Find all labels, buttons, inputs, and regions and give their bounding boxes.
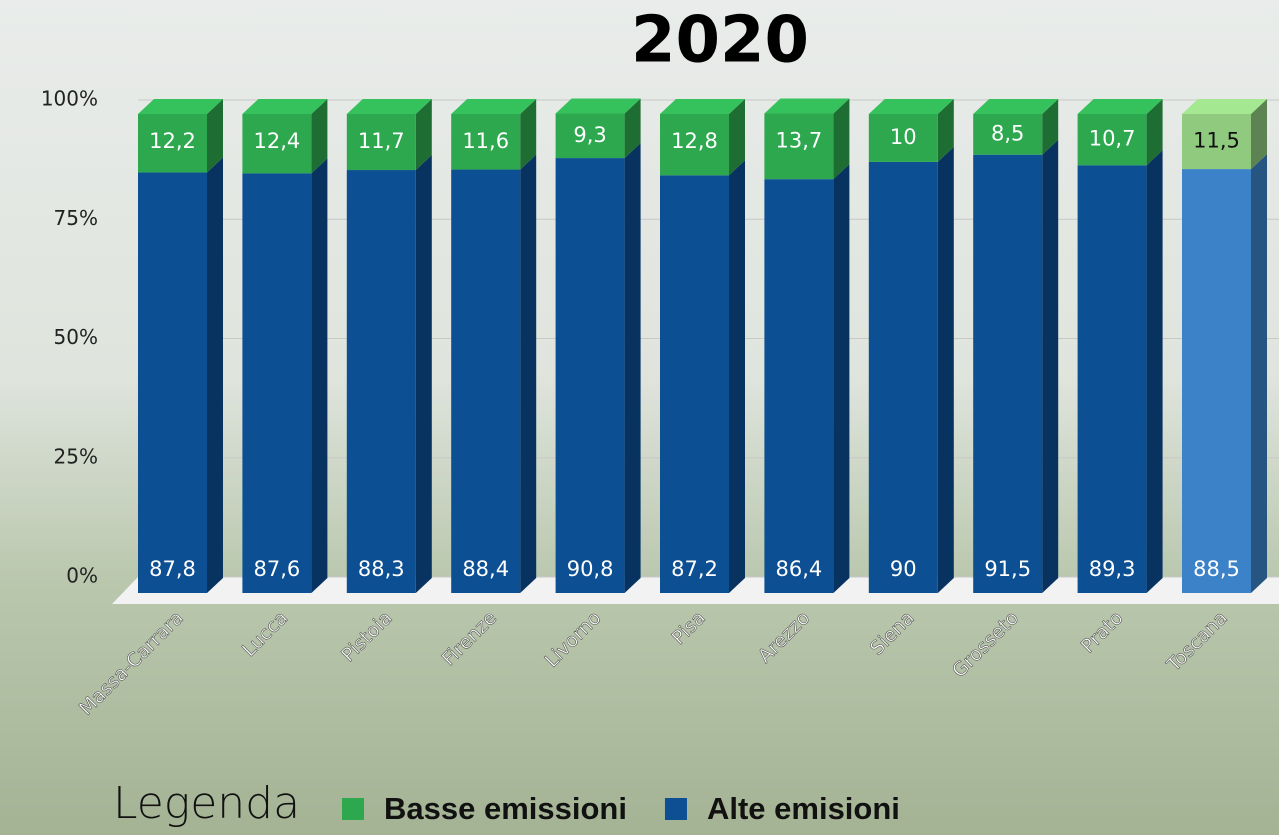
bar [555, 158, 625, 593]
bar-side [1251, 154, 1267, 593]
data-label: 10,7 [1089, 127, 1136, 151]
data-label: 90,8 [567, 557, 614, 581]
bar [451, 169, 521, 593]
bar-top [242, 99, 328, 114]
data-label: 88,4 [462, 557, 509, 581]
data-label: 87,8 [149, 557, 196, 581]
bar-top [973, 99, 1059, 114]
bar-side [311, 99, 328, 174]
bar [555, 113, 625, 159]
bar [346, 114, 416, 171]
bar-top [868, 99, 954, 114]
data-label: 11,7 [358, 129, 405, 153]
bar-side [1146, 99, 1163, 166]
bar-side [311, 158, 328, 593]
data-label: 10 [890, 125, 917, 149]
bar-side [207, 157, 223, 594]
bar [1182, 169, 1251, 593]
data-label: 11,5 [1193, 129, 1240, 153]
bar-top [451, 99, 537, 114]
data-label: 87,2 [671, 557, 718, 581]
bar-side [1042, 99, 1059, 155]
bar-top [660, 99, 745, 114]
data-label: 13,7 [776, 129, 823, 153]
y-tick-label: 100% [41, 87, 98, 111]
y-tick-label: 50% [54, 325, 98, 349]
data-label: 88,5 [1193, 557, 1240, 581]
bar-side [1042, 139, 1059, 593]
bar-side [833, 98, 850, 180]
legend-label: Basse emissioni [384, 791, 627, 826]
chart-title: 2020 [631, 4, 809, 78]
data-label: 12,8 [671, 129, 718, 153]
bar [242, 114, 312, 174]
bar-top [346, 99, 432, 114]
data-label: 9,3 [573, 123, 606, 147]
data-label: 87,6 [254, 557, 301, 581]
bar [660, 175, 729, 593]
bar-side [415, 155, 432, 593]
bar-top [555, 98, 641, 114]
bar [660, 114, 729, 176]
data-label: 8,5 [991, 121, 1024, 145]
bar [973, 154, 1043, 593]
data-label: 12,2 [149, 129, 196, 153]
bar [1182, 114, 1251, 170]
legend-swatch [664, 798, 687, 820]
bar-side [833, 164, 850, 594]
bar [973, 114, 1043, 155]
bar-side [624, 98, 641, 159]
bar-side [520, 154, 537, 593]
bar-side [937, 146, 954, 593]
bar-top [764, 98, 850, 114]
y-tick-label: 75% [54, 206, 98, 230]
bar [138, 172, 207, 594]
data-label: 89,3 [1089, 557, 1136, 581]
y-tick-label: 25% [54, 444, 98, 468]
bar-side [415, 99, 432, 171]
bar [242, 173, 312, 593]
data-label: 88,3 [358, 557, 405, 581]
bar [138, 114, 207, 173]
data-label: 91,5 [984, 557, 1031, 581]
data-label: 11,6 [462, 129, 509, 153]
bar [451, 114, 521, 170]
data-label: 86,4 [776, 557, 823, 581]
bar-side [624, 143, 641, 593]
bar-top [1182, 99, 1267, 114]
bar [764, 179, 834, 594]
bar [1077, 114, 1147, 166]
legend-swatch [342, 798, 364, 820]
bar-top [1077, 99, 1163, 114]
bar-side [1251, 99, 1267, 170]
legend-title: Legenda [113, 778, 300, 829]
bar [1077, 165, 1147, 594]
bar-side [520, 99, 537, 170]
bar [346, 170, 416, 593]
bar-side [729, 160, 745, 593]
bar [868, 161, 938, 593]
legend-label: Alte emisioni [707, 791, 900, 826]
bar [868, 114, 938, 162]
bar [764, 113, 834, 180]
bar-side [729, 99, 745, 176]
bar-side [1146, 150, 1163, 594]
data-label: 12,4 [254, 129, 301, 153]
data-label: 90 [890, 557, 917, 581]
bar-side [937, 99, 954, 162]
bar-side [207, 99, 223, 173]
bar-top [138, 99, 223, 114]
y-tick-label: 0% [66, 564, 98, 588]
